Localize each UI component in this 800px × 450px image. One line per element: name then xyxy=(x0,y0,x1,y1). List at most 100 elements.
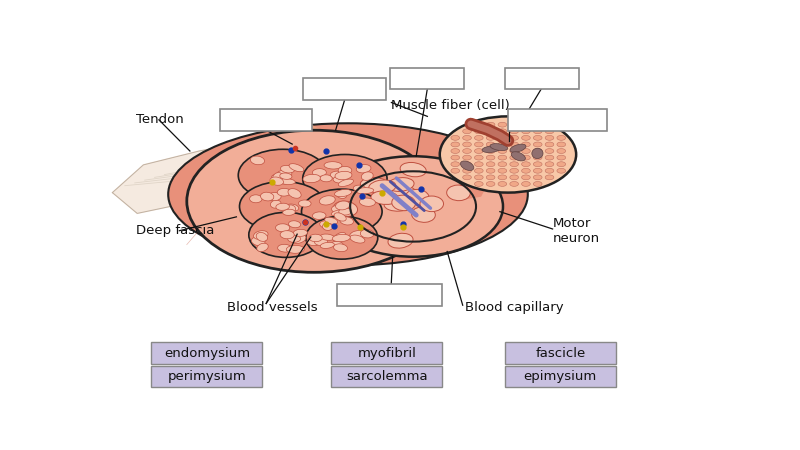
Circle shape xyxy=(510,175,518,180)
Circle shape xyxy=(510,162,518,166)
Ellipse shape xyxy=(298,200,311,207)
Circle shape xyxy=(498,155,506,160)
Circle shape xyxy=(498,135,506,140)
Circle shape xyxy=(486,168,495,173)
Circle shape xyxy=(510,142,518,147)
Circle shape xyxy=(534,122,542,127)
Ellipse shape xyxy=(288,236,301,242)
Ellipse shape xyxy=(319,196,335,205)
Ellipse shape xyxy=(280,231,294,239)
Ellipse shape xyxy=(336,190,346,198)
Ellipse shape xyxy=(356,188,374,194)
Ellipse shape xyxy=(360,178,388,191)
Circle shape xyxy=(557,168,566,173)
Ellipse shape xyxy=(350,230,365,238)
FancyBboxPatch shape xyxy=(303,77,386,100)
Circle shape xyxy=(440,117,576,193)
FancyBboxPatch shape xyxy=(220,109,312,131)
Circle shape xyxy=(474,168,483,173)
Circle shape xyxy=(462,155,471,160)
Ellipse shape xyxy=(334,201,358,216)
Circle shape xyxy=(451,135,459,140)
Circle shape xyxy=(522,148,530,153)
Circle shape xyxy=(534,181,542,186)
Ellipse shape xyxy=(320,234,334,240)
FancyBboxPatch shape xyxy=(331,342,442,364)
Ellipse shape xyxy=(320,242,334,248)
Circle shape xyxy=(557,135,566,140)
Circle shape xyxy=(510,122,518,127)
Ellipse shape xyxy=(532,148,543,158)
Ellipse shape xyxy=(331,210,349,216)
Circle shape xyxy=(534,135,542,140)
Ellipse shape xyxy=(354,185,366,192)
Ellipse shape xyxy=(288,189,301,198)
Ellipse shape xyxy=(286,245,304,253)
Circle shape xyxy=(534,129,542,134)
Circle shape xyxy=(545,175,554,180)
Ellipse shape xyxy=(322,223,333,230)
Circle shape xyxy=(186,130,441,272)
Ellipse shape xyxy=(338,166,352,174)
Circle shape xyxy=(545,129,554,134)
Circle shape xyxy=(522,181,530,186)
Ellipse shape xyxy=(290,234,306,243)
Circle shape xyxy=(451,168,459,173)
Ellipse shape xyxy=(320,175,332,182)
Circle shape xyxy=(534,155,542,160)
Circle shape xyxy=(498,122,506,127)
Ellipse shape xyxy=(307,238,322,246)
Circle shape xyxy=(545,155,554,160)
Text: epimysium: epimysium xyxy=(524,370,597,383)
Circle shape xyxy=(522,168,530,173)
Ellipse shape xyxy=(324,162,342,169)
Ellipse shape xyxy=(320,221,334,229)
Circle shape xyxy=(451,148,459,153)
Circle shape xyxy=(557,148,566,153)
Circle shape xyxy=(557,142,566,147)
Ellipse shape xyxy=(257,243,268,252)
Ellipse shape xyxy=(249,212,323,257)
Ellipse shape xyxy=(335,171,352,180)
Ellipse shape xyxy=(510,144,526,152)
Circle shape xyxy=(474,122,483,127)
Ellipse shape xyxy=(359,198,375,207)
Ellipse shape xyxy=(335,201,350,210)
Ellipse shape xyxy=(309,234,322,242)
Ellipse shape xyxy=(314,238,328,246)
Circle shape xyxy=(510,129,518,134)
Circle shape xyxy=(486,142,495,147)
Ellipse shape xyxy=(251,237,265,246)
Ellipse shape xyxy=(281,165,294,173)
Ellipse shape xyxy=(334,189,352,197)
Ellipse shape xyxy=(238,149,327,201)
Circle shape xyxy=(522,155,530,160)
Ellipse shape xyxy=(490,144,508,151)
Circle shape xyxy=(510,155,518,160)
Ellipse shape xyxy=(270,177,283,185)
Circle shape xyxy=(486,122,495,127)
Circle shape xyxy=(462,148,471,153)
Ellipse shape xyxy=(392,185,416,200)
Circle shape xyxy=(522,129,530,134)
Circle shape xyxy=(474,142,483,147)
Ellipse shape xyxy=(334,233,346,242)
Ellipse shape xyxy=(446,185,470,201)
Ellipse shape xyxy=(334,213,346,221)
Text: sarcolemma: sarcolemma xyxy=(346,370,427,383)
Circle shape xyxy=(498,148,506,153)
Ellipse shape xyxy=(285,205,296,214)
Ellipse shape xyxy=(275,224,290,232)
Polygon shape xyxy=(112,137,298,213)
Circle shape xyxy=(486,181,495,186)
Circle shape xyxy=(545,168,554,173)
Circle shape xyxy=(462,142,471,147)
Ellipse shape xyxy=(369,180,396,194)
Circle shape xyxy=(534,175,542,180)
Ellipse shape xyxy=(338,208,352,215)
Ellipse shape xyxy=(239,181,326,231)
Circle shape xyxy=(323,156,503,256)
Circle shape xyxy=(486,175,495,180)
Circle shape xyxy=(522,142,530,147)
Circle shape xyxy=(462,135,471,140)
